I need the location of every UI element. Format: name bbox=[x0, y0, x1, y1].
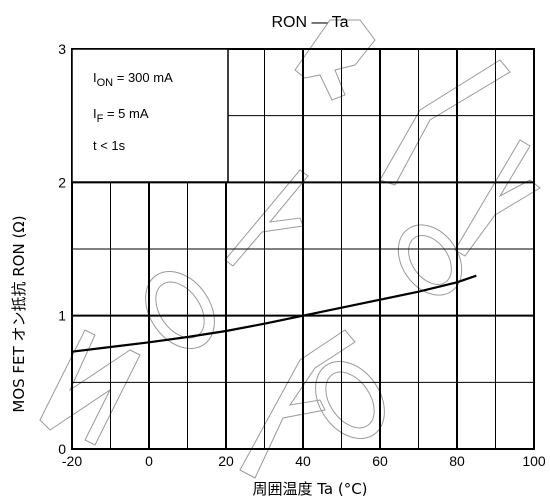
x-tick-label: -20 bbox=[62, 453, 82, 469]
condition-time: t < 1s bbox=[93, 138, 126, 153]
chart-title: RON — Ta bbox=[271, 14, 348, 31]
y-tick-label: 0 bbox=[58, 441, 66, 457]
x-tick-label: 0 bbox=[145, 453, 153, 469]
conditions-box: ION = 300 mA IF = 5 mA t < 1s bbox=[71, 48, 229, 183]
x-tick-labels: -20 0 20 40 60 80 100 bbox=[62, 453, 546, 469]
y-tick-labels: 0 1 2 3 bbox=[58, 41, 66, 457]
plot-frame bbox=[71, 48, 535, 450]
x-tick-label: 100 bbox=[522, 453, 546, 469]
x-tick-label: 20 bbox=[218, 453, 234, 469]
condition-if: IF = 5 mA bbox=[93, 106, 149, 125]
y-tick-label: 2 bbox=[58, 174, 66, 190]
y-axis-label: MOS FET オン抵抗 RON (Ω) bbox=[10, 215, 28, 412]
grid bbox=[71, 48, 535, 450]
ron-curve bbox=[71, 274, 477, 353]
x-axis-label: 周囲温度 Ta (°C) bbox=[252, 480, 367, 498]
watermark bbox=[39, 19, 541, 479]
x-tick-label: 40 bbox=[295, 453, 311, 469]
x-tick-label: 80 bbox=[449, 453, 465, 469]
condition-ion: ION = 300 mA bbox=[93, 70, 173, 89]
y-tick-label: 1 bbox=[58, 308, 66, 324]
y-tick-label: 3 bbox=[58, 41, 66, 57]
x-tick-label: 60 bbox=[372, 453, 388, 469]
